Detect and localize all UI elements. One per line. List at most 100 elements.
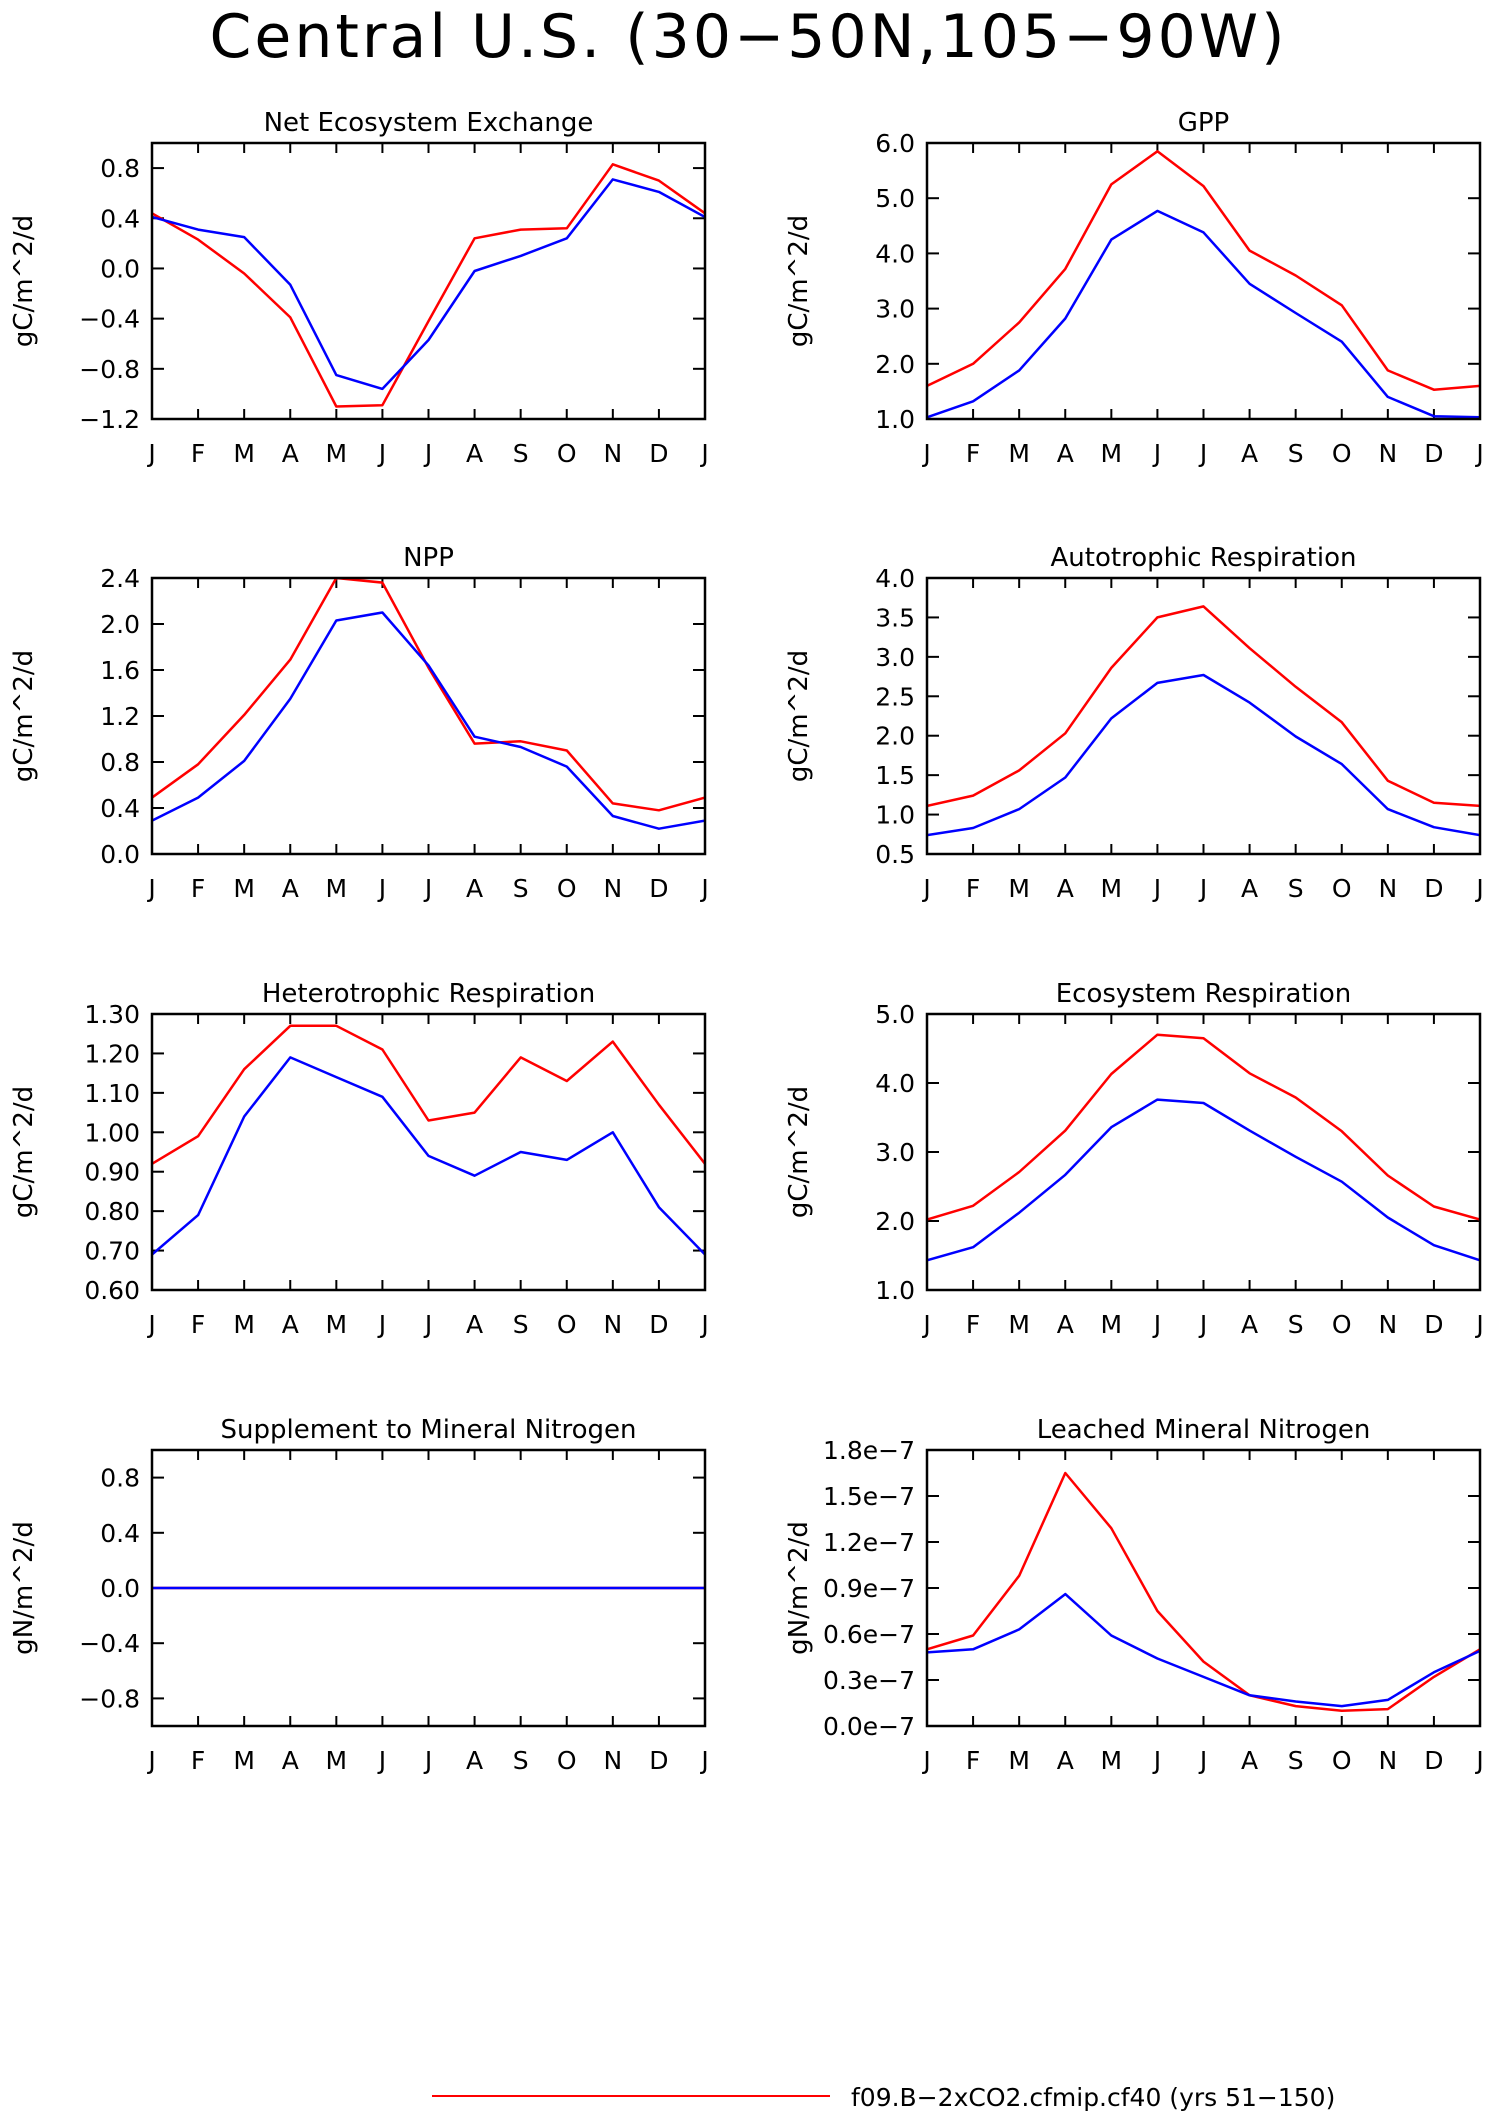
series-line-2: [152, 611, 705, 830]
y-axis-label: gC/m^2/d: [9, 1086, 39, 1218]
x-tick-label: O: [557, 439, 577, 468]
panel-7: Supplement to Mineral Nitrogen gN/m^2/d J F…: [9, 1415, 709, 1775]
x-tick-label: D: [1424, 1746, 1443, 1775]
x-tick-label: N: [1378, 1310, 1397, 1339]
y-tick-label: 1.20: [84, 1039, 140, 1068]
y-tick-label: 2.4: [100, 564, 140, 593]
y-tick-label: 1.2: [100, 702, 140, 731]
y-tick-label: 5.0: [875, 1000, 915, 1029]
y-tick-label: 2.0: [875, 350, 915, 379]
series-line-2: [927, 673, 1480, 837]
x-tick-label: J: [1474, 1310, 1483, 1339]
x-tick-label: F: [966, 1310, 980, 1339]
x-tick-label: M: [1101, 1746, 1123, 1775]
x-tick-label: J: [699, 874, 708, 903]
y-tick-label: 0.4: [100, 794, 140, 823]
x-tick-label: M: [233, 874, 255, 903]
y-tick-label: 2.0: [100, 610, 140, 639]
y-tick-label: 0.6e−7: [823, 1620, 915, 1649]
y-tick-label: 0.8: [100, 1464, 140, 1493]
y-tick-label: 6.0: [875, 129, 915, 158]
x-tick-label: J: [377, 1746, 386, 1775]
x-tick-label: O: [1332, 439, 1352, 468]
x-tick-label: J: [1198, 439, 1207, 468]
x-tick-label: F: [191, 439, 205, 468]
y-tick-label: 0.60: [84, 1276, 140, 1305]
y-tick-label: 2.0: [875, 1207, 915, 1236]
y-axis-label: gC/m^2/d: [784, 1086, 814, 1218]
x-tick-label: M: [233, 439, 255, 468]
y-tick-label: 1.5e−7: [823, 1482, 915, 1511]
x-tick-label: S: [513, 439, 529, 468]
x-tick-label: O: [557, 1746, 577, 1775]
y-tick-label: 0.0: [100, 840, 140, 869]
x-tick-label: J: [377, 1310, 386, 1339]
y-tick-label: 0.9e−7: [823, 1574, 915, 1603]
x-tick-label: M: [1008, 1310, 1030, 1339]
x-tick-label: F: [191, 1746, 205, 1775]
y-tick-label: −0.4: [79, 305, 140, 334]
y-tick-label: 0.5: [875, 840, 915, 869]
y-tick-label: 0.80: [84, 1197, 140, 1226]
y-tick-label: 2.0: [875, 722, 915, 751]
series-line-2: [152, 1056, 705, 1256]
x-tick-label: J: [423, 874, 432, 903]
y-tick-label: 1.00: [84, 1118, 140, 1147]
y-axis-label: gC/m^2/d: [9, 215, 39, 347]
series-line-1: [927, 1471, 1480, 1712]
series-line-2: [927, 1098, 1480, 1262]
x-tick-label: M: [1101, 439, 1123, 468]
panel-title: Heterotrophic Respiration: [262, 979, 595, 1009]
panel-title: Autotrophic Respiration: [1051, 543, 1357, 573]
y-tick-label: 3.5: [875, 603, 915, 632]
x-tick-label: N: [603, 1746, 622, 1775]
x-tick-label: J: [1474, 439, 1483, 468]
x-tick-label: F: [191, 1310, 205, 1339]
x-tick-label: O: [1332, 1746, 1352, 1775]
x-tick-label: S: [513, 1746, 529, 1775]
figure-title: Central U.S. (30−50N,105−90W): [209, 2, 1288, 72]
x-tick-label: D: [649, 874, 668, 903]
x-tick-label: F: [191, 874, 205, 903]
x-tick-label: A: [466, 439, 483, 468]
y-axis-label: gN/m^2/d: [9, 1521, 39, 1655]
x-tick-label: D: [649, 1310, 668, 1339]
x-tick-label: J: [146, 1746, 155, 1775]
y-tick-label: 3.0: [875, 643, 915, 672]
plot-frame: [150, 1012, 707, 1292]
x-tick-label: A: [282, 439, 299, 468]
x-tick-label: M: [233, 1746, 255, 1775]
series-line-2: [152, 178, 705, 391]
x-tick-label: J: [699, 1310, 708, 1339]
x-tick-label: N: [603, 439, 622, 468]
plot-frame: [925, 1448, 1482, 1728]
y-tick-label: 5.0: [875, 184, 915, 213]
series-line-2: [927, 1592, 1480, 1708]
y-tick-label: 0.90: [84, 1158, 140, 1187]
x-tick-label: A: [1241, 1310, 1258, 1339]
x-tick-label: A: [1241, 1746, 1258, 1775]
x-tick-label: D: [649, 1746, 668, 1775]
y-tick-label: 0.0: [100, 254, 140, 283]
x-tick-label: J: [1474, 1746, 1483, 1775]
y-tick-label: 2.5: [875, 682, 915, 711]
x-tick-label: A: [466, 1746, 483, 1775]
series-line-1: [927, 150, 1480, 391]
y-axis-label: gC/m^2/d: [784, 650, 814, 782]
x-tick-label: D: [1424, 439, 1443, 468]
y-tick-label: −1.2: [79, 405, 140, 434]
x-tick-label: A: [1241, 439, 1258, 468]
y-tick-label: 4.0: [875, 564, 915, 593]
y-tick-label: 1.0: [875, 801, 915, 830]
x-tick-label: N: [1378, 874, 1397, 903]
x-tick-label: S: [1288, 439, 1304, 468]
x-tick-label: A: [1057, 1746, 1074, 1775]
x-tick-label: M: [326, 874, 348, 903]
x-tick-label: A: [1057, 1310, 1074, 1339]
x-tick-label: M: [1008, 874, 1030, 903]
x-tick-label: N: [603, 874, 622, 903]
